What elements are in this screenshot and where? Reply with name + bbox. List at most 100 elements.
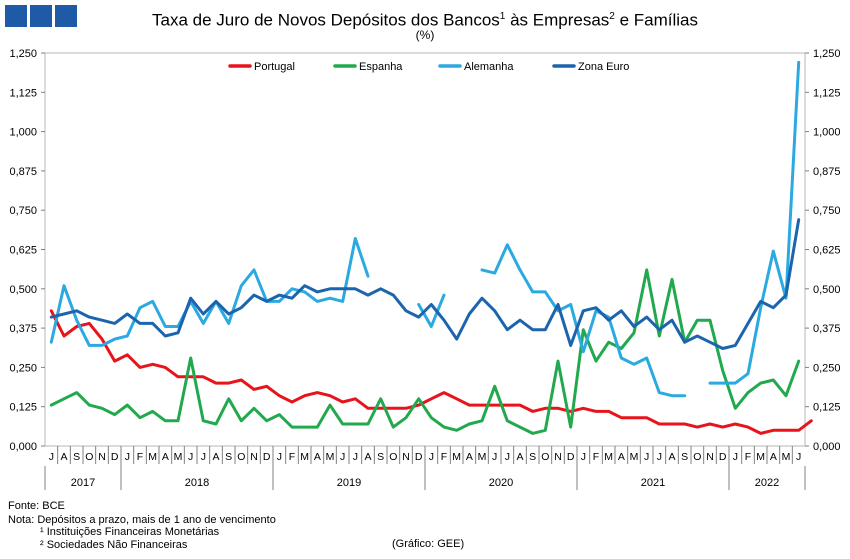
x-month-label: A	[364, 451, 371, 463]
x-month-label: M	[478, 451, 487, 463]
title-footnote-1: 1	[499, 11, 506, 22]
x-month-label: D	[111, 451, 119, 463]
chart-title: Taxa de Juro de Novos Depósitos dos Banc…	[0, 7, 850, 31]
x-month-label: M	[174, 451, 183, 463]
y-axis-label-right: 0,375	[813, 323, 841, 335]
footnote: Nota: Depósitos a prazo, mais de 1 ano d…	[8, 514, 276, 526]
x-month-label: M	[756, 451, 765, 463]
x-month-label: M	[604, 451, 613, 463]
x-month-label: F	[441, 451, 447, 463]
series-line-zona-euro	[49, 218, 801, 350]
x-month-label: D	[415, 451, 423, 463]
chart-subtitle: (%)	[415, 28, 435, 42]
series-line-alemanha	[49, 60, 801, 398]
x-month-label: J	[505, 451, 510, 463]
x-year-label: 2019	[337, 477, 361, 489]
y-axis-label-right: 1,000	[813, 127, 841, 139]
x-month-label: F	[289, 451, 295, 463]
y-axis-label-right: 0,125	[813, 402, 841, 414]
x-month-label: D	[719, 451, 727, 463]
x-month-label: O	[389, 451, 397, 463]
x-month-label: S	[529, 451, 536, 463]
y-axis-label-right: 0,875	[813, 166, 841, 178]
x-month-label: D	[263, 451, 271, 463]
y-axis-label-left: 0,000	[9, 441, 37, 453]
y-axis-label-left: 0,875	[9, 166, 37, 178]
x-month-label: S	[681, 451, 688, 463]
y-axis-label-left: 1,250	[9, 48, 37, 60]
x-month-label: J	[49, 451, 54, 463]
y-axis-label-left: 0,250	[9, 362, 37, 374]
plot-area	[44, 52, 806, 447]
x-month-label: A	[212, 451, 219, 463]
y-axis-label-left: 0,125	[9, 402, 37, 414]
legend-label: Espanha	[359, 61, 403, 73]
x-year-label: 2021	[641, 477, 665, 489]
x-month-label: A	[314, 451, 321, 463]
title-main: Taxa de Juro de Novos Depósitos dos Banc…	[152, 10, 500, 30]
x-month-label: J	[340, 451, 345, 463]
x-month-label: J	[125, 451, 130, 463]
x-month-label: M	[326, 451, 335, 463]
y-axis-label-right: 0,750	[813, 205, 841, 217]
footnote-1: ¹ Instituições Financeiras Monetárias	[40, 526, 220, 538]
chart-credit: (Gráfico: GEE)	[392, 538, 465, 550]
y-axis-label-right: 0,000	[813, 441, 841, 453]
y-axis-label-left: 0,500	[9, 284, 37, 296]
x-month-label: F	[593, 451, 599, 463]
x-month-label: J	[796, 451, 801, 463]
x-year-label: 2020	[489, 477, 513, 489]
x-month-label: S	[377, 451, 384, 463]
x-month-label: M	[782, 451, 791, 463]
x-month-label: M	[300, 451, 309, 463]
x-month-label: M	[148, 451, 157, 463]
series-line-portugal	[49, 309, 813, 435]
y-axis-label-left: 0,625	[9, 245, 37, 257]
x-month-label: J	[277, 451, 282, 463]
x-month-label: J	[429, 451, 434, 463]
x-month-label: F	[137, 451, 143, 463]
x-month-label: N	[402, 451, 410, 463]
legend-label: Zona Euro	[578, 61, 629, 73]
x-month-label: A	[162, 451, 169, 463]
x-month-label: A	[516, 451, 523, 463]
title-mid: às Empresas	[505, 10, 610, 30]
x-year-label: 2017	[71, 477, 95, 489]
y-axis-label-left: 1,125	[9, 87, 37, 99]
x-month-label: N	[554, 451, 562, 463]
x-month-label: A	[60, 451, 67, 463]
logo-square	[55, 5, 77, 27]
title-end: e Famílias	[614, 10, 698, 30]
logo-square	[5, 5, 27, 27]
x-month-label: O	[85, 451, 93, 463]
title-footnote-2: 2	[609, 11, 615, 22]
x-month-label: M	[630, 451, 639, 463]
x-month-label: S	[73, 451, 80, 463]
x-month-label: O	[693, 451, 701, 463]
x-month-label: J	[644, 451, 649, 463]
y-axis-label-right: 0,250	[813, 362, 841, 374]
y-axis-label-right: 1,125	[813, 87, 841, 99]
y-axis-label-right: 1,250	[813, 48, 841, 60]
x-month-label: J	[657, 451, 662, 463]
brand-logo	[5, 5, 77, 27]
x-year-label: 2018	[185, 477, 209, 489]
x-year-label: 2022	[755, 477, 779, 489]
y-axis-label-left: 1,000	[9, 127, 37, 139]
x-month-label: A	[466, 451, 473, 463]
x-month-label: A	[668, 451, 675, 463]
x-month-label: J	[353, 451, 358, 463]
x-month-label: J	[201, 451, 206, 463]
source-note: Fonte: BCE	[8, 500, 65, 512]
x-month-label: O	[541, 451, 549, 463]
y-axis-label-right: 0,625	[813, 245, 841, 257]
x-month-label: M	[452, 451, 461, 463]
legend-label: Alemanha	[464, 61, 514, 73]
legend-label: Portugal	[254, 61, 295, 73]
x-month-label: A	[618, 451, 625, 463]
series-line-espanha	[49, 268, 801, 435]
x-month-label: N	[706, 451, 714, 463]
x-month-label: J	[581, 451, 586, 463]
x-month-label: F	[745, 451, 751, 463]
